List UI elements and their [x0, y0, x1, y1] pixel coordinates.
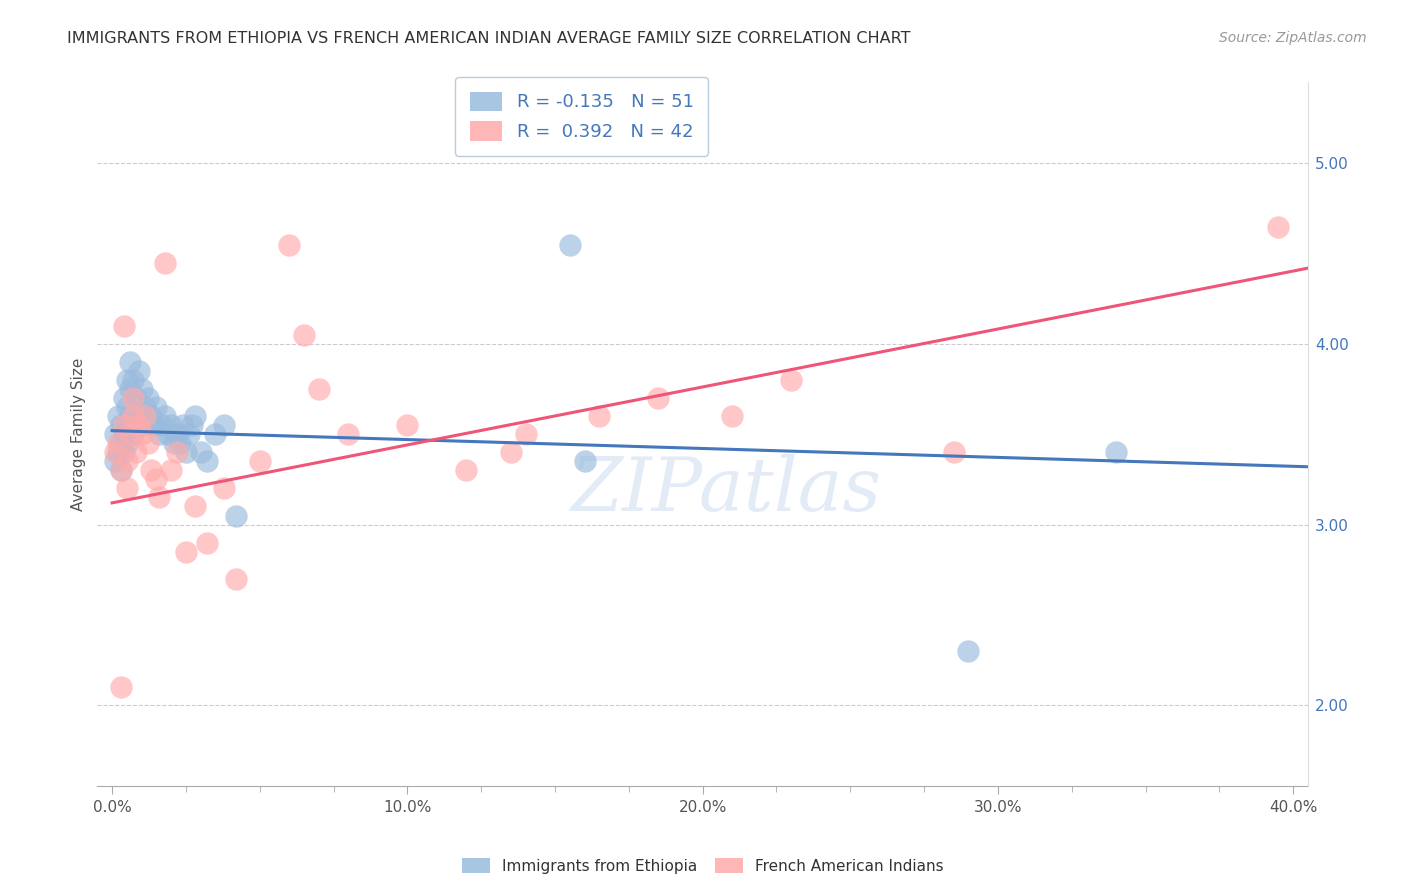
Point — [139, 463, 162, 477]
Point — [647, 391, 669, 405]
Point — [112, 445, 135, 459]
Point — [112, 427, 135, 442]
Point — [110, 463, 132, 477]
Point — [396, 418, 419, 433]
Point — [115, 454, 138, 468]
Point — [128, 409, 150, 424]
Point — [292, 327, 315, 342]
Point — [172, 418, 194, 433]
Point — [184, 409, 207, 424]
Point — [163, 436, 186, 450]
Point — [118, 382, 141, 396]
Text: IMMIGRANTS FROM ETHIOPIA VS FRENCH AMERICAN INDIAN AVERAGE FAMILY SIZE CORRELATI: IMMIGRANTS FROM ETHIOPIA VS FRENCH AMERI… — [67, 31, 911, 46]
Point — [110, 463, 132, 477]
Point — [118, 427, 141, 442]
Point — [125, 418, 148, 433]
Point — [142, 418, 165, 433]
Point — [957, 644, 980, 658]
Point — [131, 418, 153, 433]
Point — [204, 427, 226, 442]
Point — [515, 427, 537, 442]
Point — [499, 445, 522, 459]
Point — [1267, 219, 1289, 234]
Point — [125, 391, 148, 405]
Legend: Immigrants from Ethiopia, French American Indians: Immigrants from Ethiopia, French America… — [456, 852, 950, 880]
Point — [166, 427, 188, 442]
Point — [166, 445, 188, 459]
Point — [177, 427, 200, 442]
Point — [174, 544, 197, 558]
Point — [155, 256, 177, 270]
Point — [214, 418, 236, 433]
Point — [128, 418, 150, 433]
Point — [160, 463, 183, 477]
Point — [121, 391, 143, 405]
Point — [337, 427, 360, 442]
Point — [225, 572, 247, 586]
Point — [721, 409, 744, 424]
Point — [121, 427, 143, 442]
Point — [1105, 445, 1128, 459]
Point — [128, 364, 150, 378]
Point — [134, 409, 156, 424]
Point — [174, 445, 197, 459]
Point — [107, 409, 129, 424]
Point — [110, 680, 132, 694]
Point — [180, 418, 202, 433]
Point — [148, 427, 170, 442]
Point — [184, 500, 207, 514]
Point — [190, 445, 212, 459]
Point — [112, 318, 135, 333]
Point — [107, 436, 129, 450]
Point — [136, 436, 159, 450]
Point — [456, 463, 478, 477]
Point — [308, 382, 330, 396]
Point — [107, 445, 129, 459]
Point — [942, 445, 965, 459]
Point — [121, 373, 143, 387]
Point — [134, 400, 156, 414]
Point — [574, 454, 596, 468]
Point — [160, 418, 183, 433]
Point — [104, 445, 127, 459]
Point — [118, 355, 141, 369]
Point — [139, 409, 162, 424]
Point — [588, 409, 610, 424]
Point — [125, 445, 148, 459]
Point — [148, 491, 170, 505]
Point — [115, 482, 138, 496]
Point — [169, 436, 191, 450]
Point — [150, 418, 173, 433]
Text: Source: ZipAtlas.com: Source: ZipAtlas.com — [1219, 31, 1367, 45]
Point — [104, 427, 127, 442]
Point — [558, 237, 581, 252]
Point — [131, 382, 153, 396]
Point — [195, 535, 218, 549]
Point — [112, 391, 135, 405]
Point — [157, 427, 180, 442]
Text: ZIPatlas: ZIPatlas — [571, 454, 883, 527]
Point — [115, 373, 138, 387]
Point — [115, 400, 138, 414]
Point — [145, 472, 167, 486]
Point — [155, 409, 177, 424]
Y-axis label: Average Family Size: Average Family Size — [72, 358, 86, 511]
Point — [112, 418, 135, 433]
Point — [225, 508, 247, 523]
Point — [115, 436, 138, 450]
Point — [118, 409, 141, 424]
Point — [780, 373, 803, 387]
Point — [104, 454, 127, 468]
Point — [121, 409, 143, 424]
Point — [145, 400, 167, 414]
Point — [214, 482, 236, 496]
Legend: R = -0.135   N = 51, R =  0.392   N = 42: R = -0.135 N = 51, R = 0.392 N = 42 — [456, 77, 709, 156]
Point — [110, 436, 132, 450]
Point — [249, 454, 271, 468]
Point — [136, 391, 159, 405]
Point — [110, 418, 132, 433]
Point — [195, 454, 218, 468]
Point — [131, 427, 153, 442]
Point — [278, 237, 301, 252]
